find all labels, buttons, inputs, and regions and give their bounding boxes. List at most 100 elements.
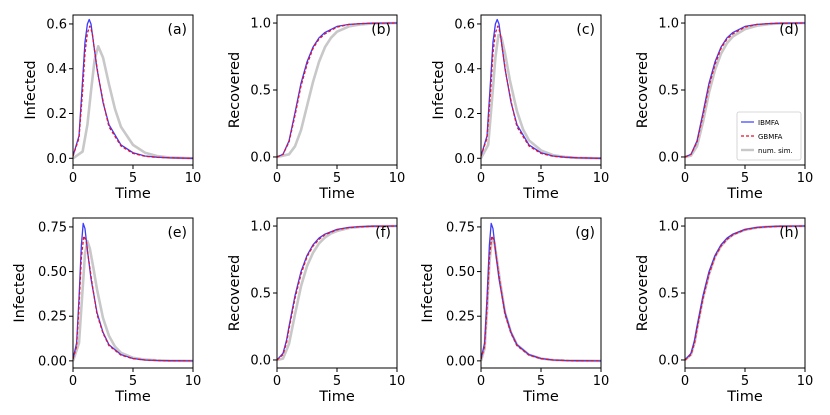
x-axis-label: Time xyxy=(318,389,355,405)
y-tick-label: 0.50 xyxy=(446,265,475,280)
series-num-sim-line xyxy=(685,224,805,361)
series-num-sim-line xyxy=(481,33,601,160)
x-tick-label: 10 xyxy=(185,171,202,186)
panel-label: (h) xyxy=(779,225,799,241)
y-tick-label: 0.5 xyxy=(658,287,679,302)
x-tick-label: 5 xyxy=(537,171,545,186)
x-axis-label: Time xyxy=(522,186,559,202)
y-tick-label: 0.5 xyxy=(250,84,271,99)
y-axis-label: Recovered xyxy=(635,52,651,128)
panel-label: (c) xyxy=(576,22,595,38)
y-axis-label: Recovered xyxy=(227,52,243,128)
y-tick-label: 0.75 xyxy=(38,220,67,235)
legend-entry-label: num. sim. xyxy=(758,147,793,155)
series-num-sim-line xyxy=(481,238,601,363)
panel-label: (b) xyxy=(371,22,391,38)
y-tick-label: 0.0 xyxy=(250,150,271,165)
y-tick-label: 0.50 xyxy=(38,265,67,280)
panel-label: (g) xyxy=(575,225,595,241)
x-axis-label: Time xyxy=(318,186,355,202)
series-num-sim-line xyxy=(73,45,193,160)
y-tick-label: 0.0 xyxy=(454,152,475,167)
y-tick-label: 1.0 xyxy=(250,220,271,235)
y-tick-label: 0.25 xyxy=(446,310,475,325)
y-tick-label: 1.0 xyxy=(250,17,271,32)
x-tick-label: 5 xyxy=(129,374,137,389)
x-tick-label: 5 xyxy=(333,374,341,389)
y-tick-label: 1.0 xyxy=(658,17,679,32)
x-tick-label: 5 xyxy=(333,171,341,186)
panel-a: 0 5 10 0.0 0.2 0.4 0.6 Time Infected (a) xyxy=(23,14,202,202)
y-tick-label: 1.0 xyxy=(658,220,679,235)
x-tick-label: 5 xyxy=(741,171,749,186)
series-num-sim-line xyxy=(73,239,193,363)
legend-entry-label: GBMFA xyxy=(758,133,783,141)
x-tick-label: 10 xyxy=(593,171,610,186)
y-tick-label: 0.4 xyxy=(46,62,67,77)
x-tick-label: 0 xyxy=(477,374,485,389)
y-tick-label: 0.0 xyxy=(658,150,679,165)
y-tick-label: 0.6 xyxy=(454,17,475,32)
y-tick-label: 0.4 xyxy=(454,62,475,77)
y-axis-label: Infected xyxy=(23,60,39,119)
series-ibmfa-line xyxy=(73,222,193,362)
series-gbmfa-line xyxy=(277,22,397,158)
x-tick-label: 0 xyxy=(273,374,281,389)
panel-e: 0 5 10 0.00 0.25 0.50 0.75 Time Infected (e) xyxy=(12,217,202,405)
y-tick-label: 0.6 xyxy=(46,17,67,32)
series-gbmfa-line xyxy=(685,22,805,158)
y-axis-label: Infected xyxy=(431,60,447,119)
y-tick-label: 0.5 xyxy=(250,287,271,302)
x-tick-label: 10 xyxy=(389,171,406,186)
y-axis-label: Recovered xyxy=(635,255,651,331)
y-tick-label: 0.0 xyxy=(658,353,679,368)
panel-f: 0 5 10 0.0 0.5 1.0 Time Recovered (f) xyxy=(227,217,406,405)
legend-box xyxy=(736,111,802,161)
x-tick-label: 5 xyxy=(741,374,749,389)
x-tick-label: 10 xyxy=(185,374,202,389)
series-gbmfa-line xyxy=(277,225,397,361)
y-tick-label: 0.0 xyxy=(46,152,67,167)
y-tick-label: 0.5 xyxy=(658,84,679,99)
y-axis-label: Infected xyxy=(12,263,28,322)
panel-label: (e) xyxy=(167,225,187,241)
series-gbmfa-line xyxy=(481,235,601,362)
panel-d: 0 5 10 0.0 0.5 1.0 Time Recovered (d) IBMFA GBMFA n… xyxy=(635,14,814,202)
y-tick-label: 0.00 xyxy=(38,354,67,369)
legend-entry-label: IBMFA xyxy=(758,119,779,127)
panel-label: (f) xyxy=(375,225,391,241)
y-tick-label: 0.2 xyxy=(454,107,475,122)
series-ibmfa-line xyxy=(685,225,805,361)
panel-c: 0 5 10 0.0 0.2 0.4 0.6 Time Infected (c) xyxy=(431,14,610,202)
y-tick-label: 0.2 xyxy=(46,107,67,122)
x-tick-label: 0 xyxy=(69,171,77,186)
x-tick-label: 0 xyxy=(273,171,281,186)
x-axis-label: Time xyxy=(726,186,763,202)
y-tick-label: 0.00 xyxy=(446,354,475,369)
y-tick-label: 0.75 xyxy=(446,220,475,235)
series-gbmfa-line xyxy=(73,235,193,362)
series-gbmfa-line xyxy=(73,25,193,159)
y-axis-label: Recovered xyxy=(227,255,243,331)
x-axis-label: Time xyxy=(522,389,559,405)
x-tick-label: 5 xyxy=(537,374,545,389)
x-tick-label: 0 xyxy=(681,374,689,389)
panel-g: 0 5 10 0.00 0.25 0.50 0.75 Time Infected (g) xyxy=(420,217,609,405)
panel-label: (d) xyxy=(779,22,799,38)
x-tick-label: 10 xyxy=(797,171,814,186)
x-tick-label: 10 xyxy=(389,374,406,389)
series-ibmfa-line xyxy=(277,22,397,158)
panel-h: 0 5 10 0.0 0.5 1.0 Time Recovered (h) xyxy=(635,217,814,405)
y-axis-label: Infected xyxy=(420,263,436,322)
x-tick-label: 0 xyxy=(69,374,77,389)
x-tick-label: 5 xyxy=(129,171,137,186)
series-ibmfa-line xyxy=(277,225,397,361)
panel-label: (a) xyxy=(167,22,187,38)
x-axis-label: Time xyxy=(726,389,763,405)
x-tick-label: 10 xyxy=(797,374,814,389)
x-tick-label: 0 xyxy=(681,171,689,186)
series-ibmfa-line xyxy=(481,222,601,362)
series-gbmfa-line xyxy=(685,225,805,361)
panel-b: 0 5 10 0.0 0.5 1.0 Time Recovered (b) xyxy=(227,14,406,202)
